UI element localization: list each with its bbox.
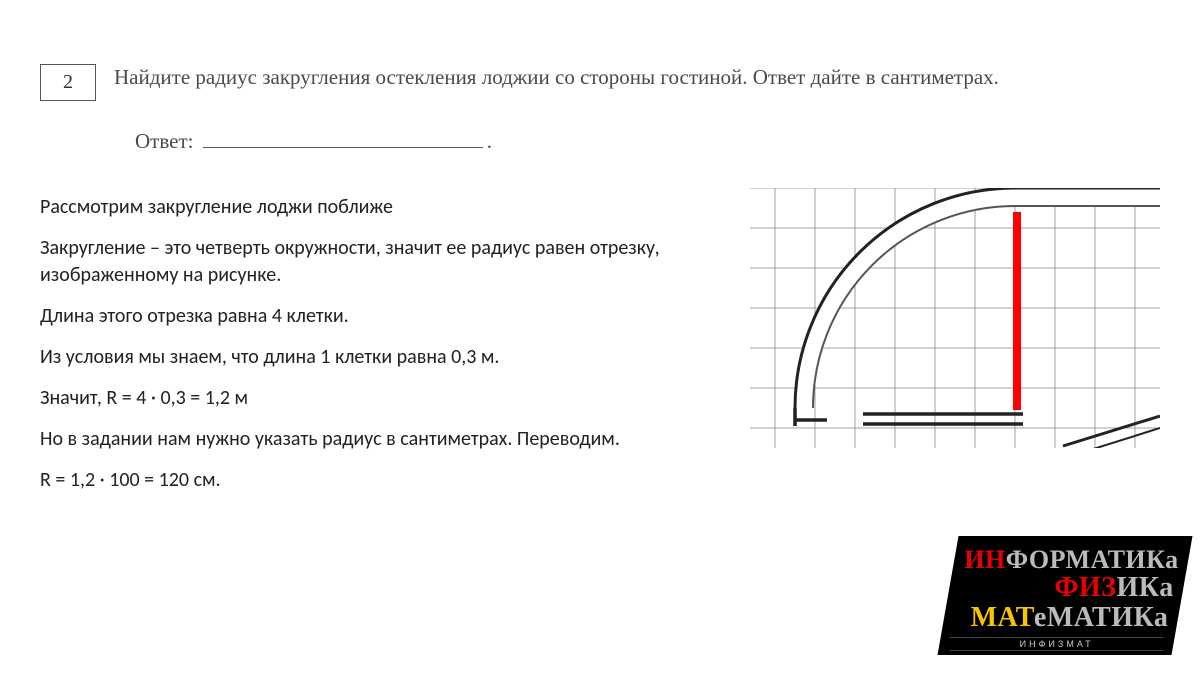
solution-p2: Закругление – это четверть окружности, з…	[40, 235, 720, 289]
logo-line-1: ИНФОРМАТИКа	[964, 546, 1178, 573]
logo-line-2: ФИЗИКа	[959, 573, 1173, 602]
problem-statement: Найдите радиус закругления остекления ло…	[114, 62, 999, 94]
solution-p5: Значит, R = 4 · 0,3 = 1,2 м	[40, 385, 720, 412]
solution-text: Рассмотрим закругление лоджи поближе Зак…	[40, 194, 720, 508]
problem-number: 2	[40, 64, 96, 101]
solution-p1: Рассмотрим закругление лоджи поближе	[40, 194, 720, 221]
brand-logo: ИНФОРМАТИКа ФИЗИКа МАТеМАТИКа ИНФИЗМАТ	[937, 536, 1192, 655]
solution-p4: Из условия мы знаем, что длина 1 клетки …	[40, 344, 720, 371]
logo-subtitle: ИНФИЗМАТ	[949, 637, 1163, 651]
logo-line-3: МАТеМАТИКа	[954, 603, 1168, 632]
answer-row: Ответ: .	[135, 129, 1200, 154]
solution-p6: Но в задании нам нужно указать радиус в …	[40, 426, 720, 453]
floorplan-diagram	[750, 188, 1160, 448]
answer-blank	[203, 147, 483, 148]
diagram	[750, 188, 1160, 508]
answer-label: Ответ:	[135, 129, 193, 153]
solution-p7: R = 1,2 · 100 = 120 см.	[40, 467, 720, 494]
solution-p3: Длина этого отрезка равна 4 клетки.	[40, 303, 720, 330]
